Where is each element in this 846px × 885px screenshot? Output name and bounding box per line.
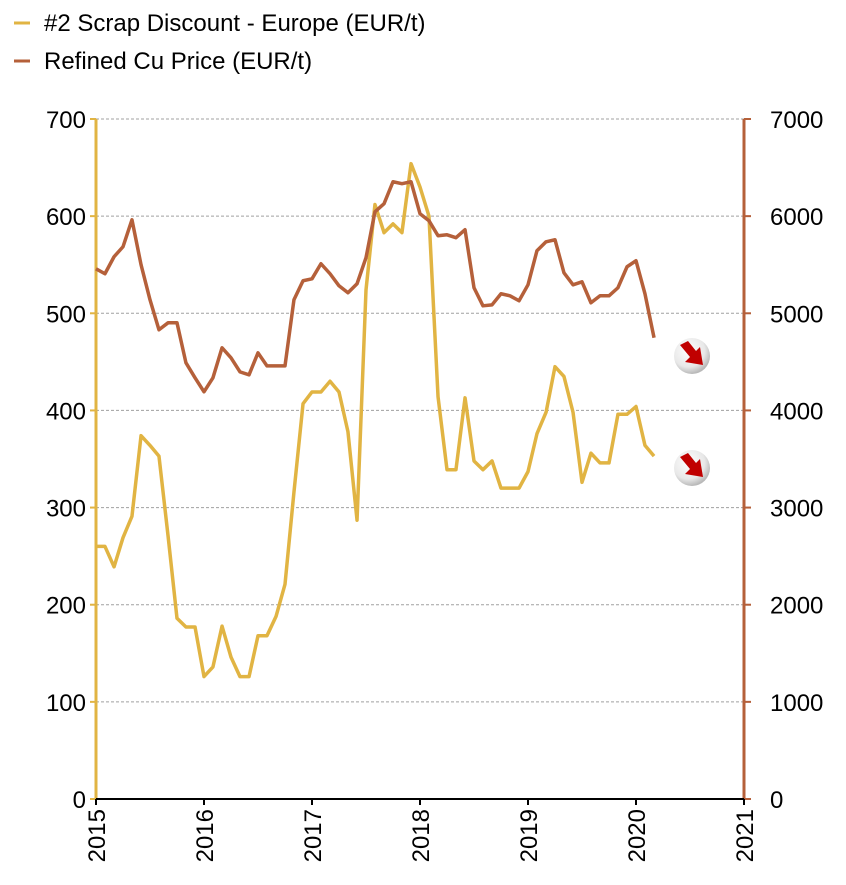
y2-tick-label: 3000 bbox=[770, 496, 823, 523]
series-line bbox=[96, 161, 656, 679]
y-tick-label: 0 bbox=[73, 787, 86, 814]
y-tick-label: 100 bbox=[46, 690, 86, 717]
series-line bbox=[95, 180, 656, 394]
y2-tick-label: 6000 bbox=[770, 204, 823, 231]
x-tick-label: 2020 bbox=[624, 809, 651, 862]
arrow-icon bbox=[674, 450, 710, 486]
legend-label: Refined Cu Price (EUR/t) bbox=[44, 48, 312, 75]
y2-tick-label: 7000 bbox=[770, 107, 823, 134]
y2-tick-label: 0 bbox=[770, 787, 783, 814]
y-tick-label: 600 bbox=[46, 204, 86, 231]
y2-tick-label: 5000 bbox=[770, 301, 823, 328]
y2-tick-label: 2000 bbox=[770, 593, 823, 620]
y2-tick-label: 1000 bbox=[770, 690, 823, 717]
y-tick-label: 500 bbox=[46, 301, 86, 328]
y-tick-label: 300 bbox=[46, 496, 86, 523]
y-tick-label: 200 bbox=[46, 593, 86, 620]
legend-label: #2 Scrap Discount - Europe (EUR/t) bbox=[44, 10, 425, 37]
x-tick-label: 2017 bbox=[300, 809, 327, 862]
y2-tick-label: 4000 bbox=[770, 398, 823, 425]
x-tick-label: 2019 bbox=[516, 809, 543, 862]
x-tick-label: 2015 bbox=[84, 809, 111, 862]
y-tick-label: 700 bbox=[46, 107, 86, 134]
arrow-icon bbox=[674, 338, 710, 374]
x-tick-label: 2018 bbox=[408, 809, 435, 862]
y-tick-label: 400 bbox=[46, 398, 86, 425]
x-tick-label: 2021 bbox=[732, 809, 759, 862]
x-tick-label: 2016 bbox=[192, 809, 219, 862]
